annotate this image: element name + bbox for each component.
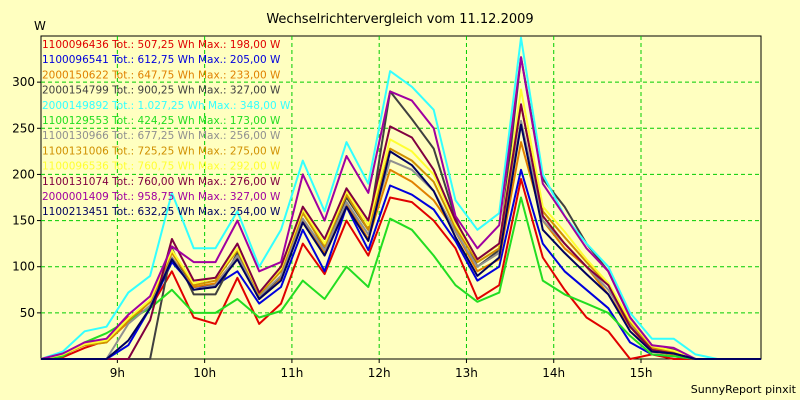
plot-frame (40, 35, 762, 360)
y-tick-label: 150 (12, 214, 35, 228)
legend-entry: 1100096436 Tot.: 507,25 Wh Max.: 198,00 … (42, 39, 281, 51)
x-tick-label: 11h (280, 366, 303, 380)
legend-entry: 2000001409 Tot.: 958,75 Wh Max.: 327,00 … (42, 191, 281, 203)
legend-entry: 2000150622 Tot.: 647,75 Wh Max.: 233,00 … (42, 69, 281, 81)
x-tick-label: 15h (630, 366, 653, 380)
legend-entry: 1100131074 Tot.: 760,00 Wh Max.: 276,00 … (42, 176, 281, 188)
x-tick-label: 9h (110, 366, 125, 380)
legend-entry: 2000154799 Tot.: 900,25 Wh Max.: 327,00 … (42, 85, 281, 97)
series-line (40, 56, 761, 360)
legend-entry: 1100096541 Tot.: 612,75 Wh Max.: 205,00 … (42, 54, 281, 66)
y-tick-label: 50 (20, 306, 35, 320)
legend-entry: 1100129553 Tot.: 424,25 Wh Max.: 173,00 … (42, 115, 281, 127)
legend-entry: 1100213451 Tot.: 632,25 Wh Max.: 254,00 … (42, 206, 281, 218)
plot-area: 50 100 150 200 250 300 9h 10h 11h 12h 13h 14h 15h 110… (12, 35, 762, 380)
y-tick-label: 100 (12, 260, 35, 274)
chart-title: Wechselrichtervergleich vom 11.12.2009 (266, 12, 533, 27)
series-line (40, 196, 761, 360)
footer-credit: SunnyReport pinxit (691, 383, 797, 396)
legend-entry: 1100096536 Tot.: 760,75 Wh Max.: 292,00 … (42, 161, 281, 173)
x-tick-label: 14h (542, 366, 565, 380)
legend-entry: 1100131006 Tot.: 725,25 Wh Max.: 275,00 … (42, 145, 281, 157)
legend-entry: 1100130966 Tot.: 677,25 Wh Max.: 256,00 … (42, 130, 281, 142)
series-line (40, 36, 761, 360)
legend-entry: 2000149892 Tot.: 1.027,25 Wh Max.: 348,0… (42, 100, 291, 112)
series-line (40, 178, 761, 360)
x-tick-label: 12h (368, 366, 391, 380)
y-axis-unit-label: W (34, 19, 46, 33)
x-tick-label: 10h (193, 366, 216, 380)
y-tick-label: 300 (12, 75, 35, 89)
y-tick-label: 250 (12, 121, 35, 135)
x-tick-label: 13h (455, 366, 478, 380)
series-line (41, 123, 761, 360)
y-tick-label: 200 (12, 167, 35, 181)
series-line (41, 103, 761, 360)
series-line (40, 88, 761, 360)
